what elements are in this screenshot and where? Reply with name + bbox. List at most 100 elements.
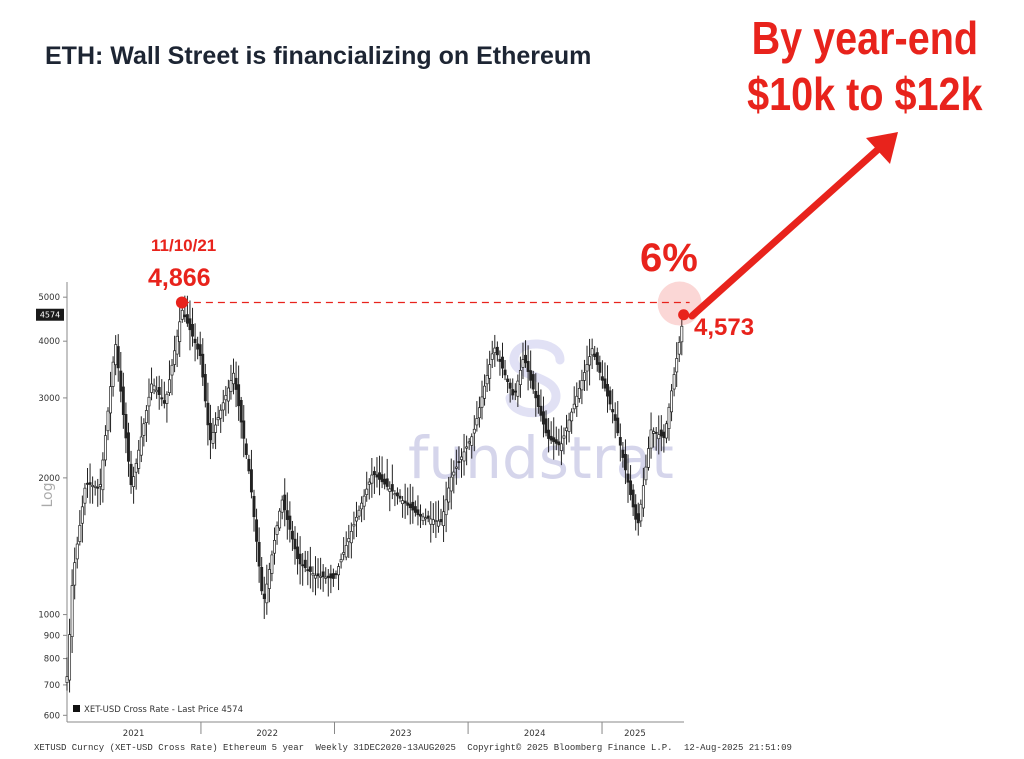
candle-body — [654, 431, 658, 434]
candle-body — [636, 513, 640, 524]
candle-body — [583, 372, 586, 381]
candle-body — [316, 573, 320, 577]
candle-body — [680, 325, 684, 343]
candle-body — [467, 441, 471, 444]
candle-body — [209, 422, 212, 441]
candle-body — [449, 476, 453, 492]
candle-body — [244, 443, 248, 455]
candle-body — [470, 436, 474, 446]
candle-body — [521, 359, 525, 368]
candle-body — [477, 407, 481, 419]
candle-body — [247, 458, 251, 472]
candle-body — [616, 417, 620, 434]
x-tick-label: 2021 — [123, 729, 145, 739]
candle-body — [431, 519, 435, 525]
candle-body — [613, 414, 617, 421]
candle-body — [314, 575, 317, 579]
candle-body — [308, 566, 312, 572]
candle-body — [219, 409, 223, 419]
candle-body — [275, 525, 279, 535]
candle-body — [355, 516, 358, 522]
candle-body — [575, 395, 579, 407]
candle-body — [144, 410, 148, 423]
candle-body — [442, 511, 446, 527]
candle-body — [226, 387, 230, 402]
candle-body — [511, 389, 515, 396]
candle-body — [198, 344, 202, 356]
candle-body — [257, 541, 261, 567]
candle-body — [290, 530, 294, 540]
footer-copyright: Copyright© 2025 Bloomberg Finance L.P. — [467, 743, 673, 753]
candle-body — [593, 353, 597, 357]
candle-body — [127, 432, 130, 462]
last-price-tag-text: 4574 — [40, 311, 60, 320]
candle-body — [549, 435, 553, 441]
candle-body — [652, 431, 656, 434]
candle-body — [611, 409, 615, 413]
candle-body — [296, 546, 300, 559]
candle-body — [434, 520, 438, 522]
footer-timestamp: 12-Aug-2025 21:51:09 — [683, 743, 792, 753]
target-callout-line2: $10k to $12k — [747, 68, 983, 120]
candle-body — [493, 347, 497, 354]
candle-body — [170, 364, 174, 376]
candle-body — [600, 376, 604, 381]
candle-body — [191, 324, 194, 337]
candle-body — [429, 518, 433, 525]
candle-body — [495, 346, 499, 356]
candle-body — [80, 506, 84, 524]
candle-body — [160, 397, 164, 400]
candle-body — [203, 374, 207, 402]
chart-axes: 600 700 800 900 1000 2000 3000 4000 5000 Log 2021 2… — [36, 282, 684, 739]
target-callout-line1: By year-end — [751, 12, 979, 64]
candle-body — [411, 501, 415, 511]
candle-body — [662, 431, 666, 438]
candle-body — [544, 418, 548, 434]
y-tick-label: 5000 — [38, 293, 60, 303]
candle-body — [116, 346, 120, 369]
y-tick-label: 2000 — [38, 474, 60, 484]
candle-body — [375, 474, 379, 478]
candle-body — [552, 437, 556, 443]
candle-body — [103, 435, 107, 461]
candle-body — [334, 573, 338, 576]
candle-body — [393, 493, 397, 496]
candle-body — [598, 362, 602, 373]
candle-body — [93, 485, 97, 488]
candle-body — [101, 459, 105, 491]
candle-body — [465, 446, 469, 449]
candle-body — [114, 344, 118, 366]
candle-body — [483, 385, 487, 399]
candle-body — [639, 503, 643, 522]
candle-body — [367, 481, 371, 485]
candle-body — [283, 494, 287, 511]
candle-body — [339, 559, 343, 563]
candle-body — [462, 451, 466, 462]
candle-body — [457, 461, 461, 464]
y-tick-label: 1000 — [38, 611, 60, 621]
candle-body — [111, 361, 115, 387]
candle-body — [542, 411, 545, 425]
candle-body — [239, 400, 243, 423]
candle-body — [214, 424, 218, 433]
candle-body — [562, 435, 566, 439]
candle-body — [178, 321, 182, 342]
candle-body — [590, 348, 594, 356]
candle-body — [121, 386, 125, 415]
candle-body — [383, 478, 387, 485]
candle-body — [260, 566, 264, 592]
candle-body — [490, 353, 494, 360]
gap-percent-label: 6% — [640, 236, 698, 280]
candle-body — [534, 391, 538, 399]
chart-annotations — [175, 132, 898, 326]
current-marker — [678, 309, 690, 321]
y-axis-label: Log — [40, 482, 56, 507]
candle-body — [98, 484, 102, 487]
candle-body — [641, 485, 645, 509]
candle-body — [372, 471, 376, 476]
candle-body — [388, 488, 392, 492]
candle-body — [278, 510, 282, 529]
candle-body — [385, 478, 389, 487]
candle-body — [608, 390, 612, 405]
